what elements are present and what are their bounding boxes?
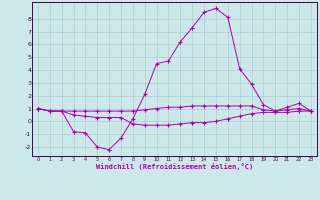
X-axis label: Windchill (Refroidissement éolien,°C): Windchill (Refroidissement éolien,°C) [96, 163, 253, 170]
